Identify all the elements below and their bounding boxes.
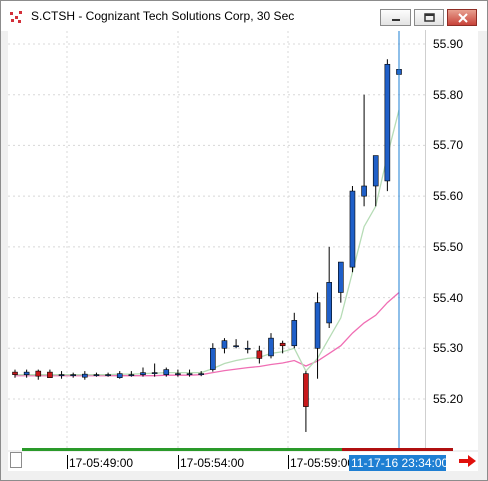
candle-body <box>279 342 286 347</box>
time-scroll-handle[interactable] <box>10 452 22 468</box>
candle-body <box>70 374 76 376</box>
candle-body <box>175 373 181 375</box>
candlestick-chart[interactable] <box>8 31 478 450</box>
price-tick-label: 55.90 <box>433 37 464 51</box>
candle-body <box>291 320 298 347</box>
chart-plot-area[interactable] <box>8 31 478 450</box>
candle-body <box>244 347 251 350</box>
minimize-button[interactable] <box>380 9 411 26</box>
candle-body <box>314 302 321 349</box>
price-tick-label: 55.20 <box>433 392 464 406</box>
price-axis-divider <box>425 30 426 451</box>
candle-body <box>326 282 332 324</box>
candle-body <box>198 373 204 375</box>
candle-body <box>163 369 170 375</box>
candle-body <box>233 345 239 348</box>
window-title: S.CTSH - Cognizant Tech Solutions Corp, … <box>31 9 295 23</box>
candle-body <box>23 371 30 375</box>
candle-body <box>372 155 379 187</box>
candle-body <box>303 373 309 407</box>
candle-body <box>140 372 146 375</box>
cursor-time-badge: 11-17-16 23:34:00 <box>349 455 449 471</box>
candle-body <box>349 190 356 268</box>
candle-body <box>93 374 100 376</box>
candle-body <box>221 340 228 349</box>
price-tick-label: 55.40 <box>433 290 464 305</box>
close-icon <box>458 13 468 23</box>
candle-body <box>116 373 123 378</box>
price-tick-label: 55.60 <box>433 189 464 204</box>
candle-body <box>151 372 158 374</box>
time-tick-mark <box>178 455 179 469</box>
candle-body <box>384 63 391 182</box>
ma-fast-line <box>15 109 400 376</box>
candle-body <box>338 261 344 293</box>
time-tick-label: 17-05:59:00 <box>290 456 355 470</box>
candle-body <box>361 185 367 197</box>
price-tick-label: 55.80 <box>433 87 464 102</box>
time-tick-label: 17-05:54:00 <box>180 456 245 470</box>
price-tick-label: 55.30 <box>433 341 464 356</box>
maximize-icon <box>424 13 435 22</box>
candle-body <box>12 371 18 375</box>
ma-slow-line <box>15 292 400 377</box>
candle-body <box>35 370 42 377</box>
time-tick-mark <box>67 455 68 469</box>
red-right-arrow-icon[interactable] <box>458 454 478 468</box>
close-button[interactable] <box>447 9 477 26</box>
time-tick-mark <box>288 455 289 469</box>
candle-body <box>210 347 216 370</box>
time-tick-label: 17-05:49:00 <box>69 456 134 470</box>
candle-body <box>268 337 274 357</box>
candle-body <box>82 373 88 378</box>
candle-body <box>58 374 65 376</box>
candle-body <box>105 374 111 376</box>
price-tick-label: 55.70 <box>433 138 464 153</box>
minimize-icon <box>392 19 400 21</box>
candle-body <box>256 350 263 359</box>
title-bar[interactable]: S.CTSH - Cognizant Tech Solutions Corp, … <box>1 1 487 31</box>
candle-body <box>186 373 193 375</box>
price-tick-label: 55.50 <box>433 239 464 254</box>
candle-body <box>47 371 53 379</box>
candle-body <box>128 374 135 376</box>
maximize-button[interactable] <box>414 9 444 26</box>
chart-app-icon <box>10 11 22 23</box>
time-scroll-strip[interactable] <box>8 448 478 454</box>
